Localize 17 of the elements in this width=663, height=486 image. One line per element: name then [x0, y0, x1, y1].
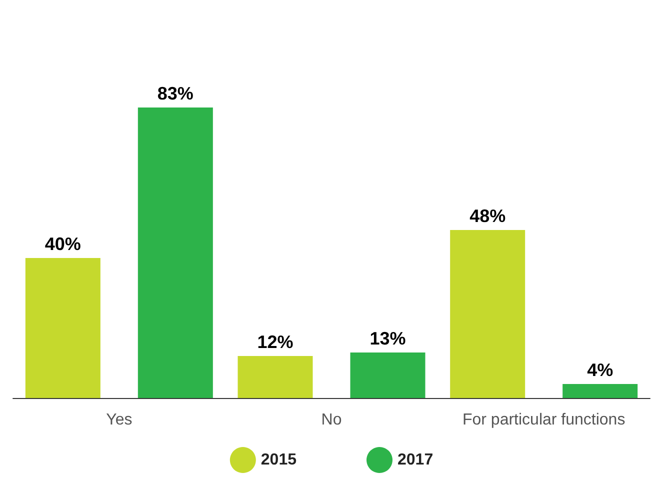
bar [25, 258, 100, 398]
x-tick-label: No [321, 412, 342, 428]
x-tick-label: For particular functions [462, 412, 626, 428]
data-label: 40% [44, 234, 81, 254]
data-label: 12% [257, 332, 294, 352]
data-label: 13% [370, 328, 406, 348]
bar [450, 230, 526, 398]
legend-label: 2015 [260, 452, 297, 468]
legend-label: 2017 [398, 452, 434, 468]
bar [350, 352, 426, 398]
bar [238, 356, 313, 398]
data-label: 4% [587, 360, 614, 380]
bar [138, 108, 213, 398]
bar [562, 384, 638, 398]
x-tick-label: Yes [106, 412, 132, 428]
data-label: 83% [157, 84, 194, 104]
data-label: 48% [470, 206, 506, 226]
